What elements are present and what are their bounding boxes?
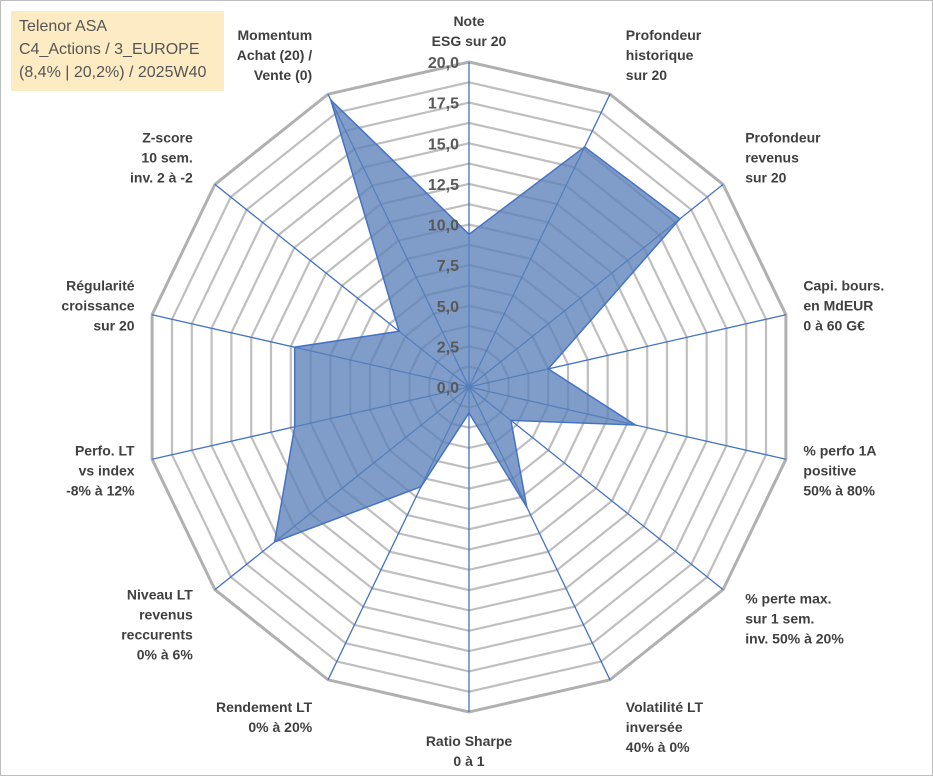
category-label: Ratio Sharpe 0 à 1	[426, 733, 513, 769]
info-stats: (8,4% | 20,2%) / 2025W40	[19, 64, 207, 81]
series-point	[293, 426, 296, 428]
category-label: Profondeur revenus sur 20	[745, 129, 821, 185]
tick-label: 12,5	[428, 177, 459, 194]
series-point	[398, 330, 400, 333]
category-label: Capi. bours. en MdEUR 0 à 60 G€	[803, 278, 884, 334]
category-label: Rendement LT 0% à 20%	[216, 699, 313, 735]
series-point	[468, 412, 470, 414]
info-category: C4_Actions / 3_EUROPE	[19, 41, 200, 58]
category-label: Régularité croissance sur 20	[61, 278, 134, 334]
series-point	[330, 99, 332, 101]
category-label: % perfo 1A positive 50% à 80%	[803, 442, 876, 498]
info-title: Telenor ASA	[19, 18, 108, 35]
radial-tick-labels: 0,0 2,5 5,0 7,5 10,0 12,5 15,0 17,5 20,0	[428, 55, 459, 397]
series-point	[273, 541, 276, 543]
series-point	[526, 506, 528, 508]
series-point	[468, 233, 470, 236]
series-point	[634, 424, 637, 426]
category-labels: Note ESG sur 20 Profondeur historique sur 20…	[61, 13, 884, 769]
tick-label: 10,0	[428, 218, 459, 235]
series-area	[273, 97, 681, 544]
category-label: Profondeur historique sur 20	[626, 27, 702, 83]
category-label: % perte max. sur 1 sem. inv. 50% à 20%	[745, 591, 844, 647]
series-point	[679, 218, 681, 220]
series-point	[547, 368, 549, 370]
tick-label: 5,0	[437, 299, 459, 316]
tick-label: 0,0	[437, 380, 459, 397]
tick-label: 17,5	[428, 96, 459, 113]
tick-label: 2,5	[437, 339, 459, 356]
tick-label: 15,0	[428, 136, 459, 153]
category-label: Z-score 10 sem. inv. 2 à -2	[130, 129, 193, 185]
series-point	[510, 419, 512, 422]
info-box: Telenor ASA C4_Actions / 3_EUROPE (8,4% …	[11, 11, 224, 91]
category-label: Perfo. LT vs index -8% à 12%	[66, 442, 135, 498]
category-label: Niveau LT revenus reccurents 0% à 6%	[121, 586, 193, 662]
tick-label: 20,0	[428, 55, 459, 72]
series-point	[583, 146, 586, 148]
category-label: Momentum Achat (20) / Vente (0)	[237, 27, 313, 83]
category-label: Note ESG sur 20	[432, 13, 507, 49]
series-point	[293, 346, 296, 349]
tick-label: 7,5	[437, 258, 459, 275]
category-label: Volatilité LT inversée 40% à 0%	[626, 699, 704, 755]
series-point	[420, 485, 422, 488]
